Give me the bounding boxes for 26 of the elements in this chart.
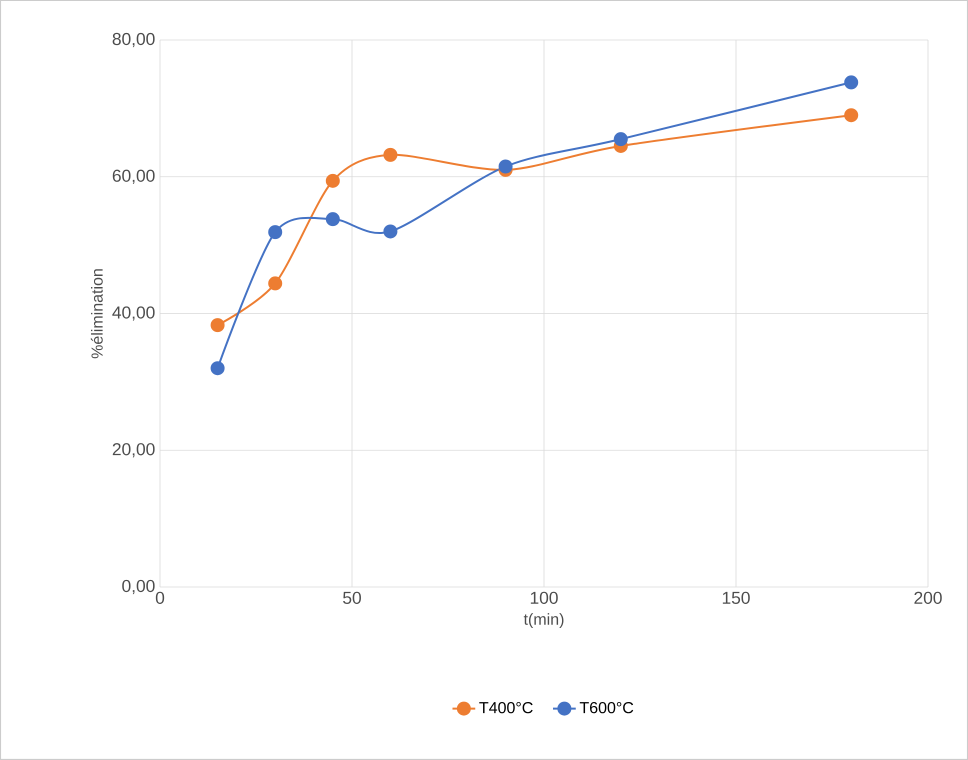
legend-label: T600°C — [580, 702, 634, 714]
point — [210, 361, 225, 376]
point — [844, 108, 858, 122]
point — [210, 318, 225, 332]
y-tick-label: 40,00 — [112, 306, 155, 321]
point — [326, 174, 340, 188]
x-tick-label: 100 — [530, 592, 558, 604]
y-tick-label: 80,00 — [112, 32, 155, 48]
x-tick-label: 150 — [722, 592, 750, 604]
x-tick-label: 50 — [343, 592, 361, 604]
x-tick-label: 200 — [914, 592, 942, 604]
point — [498, 159, 513, 174]
y-tick-label: 0,00 — [122, 580, 155, 594]
point — [383, 224, 398, 238]
point — [268, 276, 282, 290]
y-tick-label: 60,00 — [112, 170, 155, 184]
point — [268, 225, 282, 240]
x-axis-title: t(min) — [524, 613, 564, 628]
legend-label: T400°C — [479, 702, 533, 714]
point — [844, 75, 858, 90]
y-axis-title: %élimination — [90, 269, 103, 358]
point — [326, 212, 340, 226]
point — [614, 132, 628, 146]
x-tick-label: 0 — [156, 592, 164, 604]
point — [383, 148, 398, 162]
y-tick-label: 20,00 — [112, 443, 155, 458]
